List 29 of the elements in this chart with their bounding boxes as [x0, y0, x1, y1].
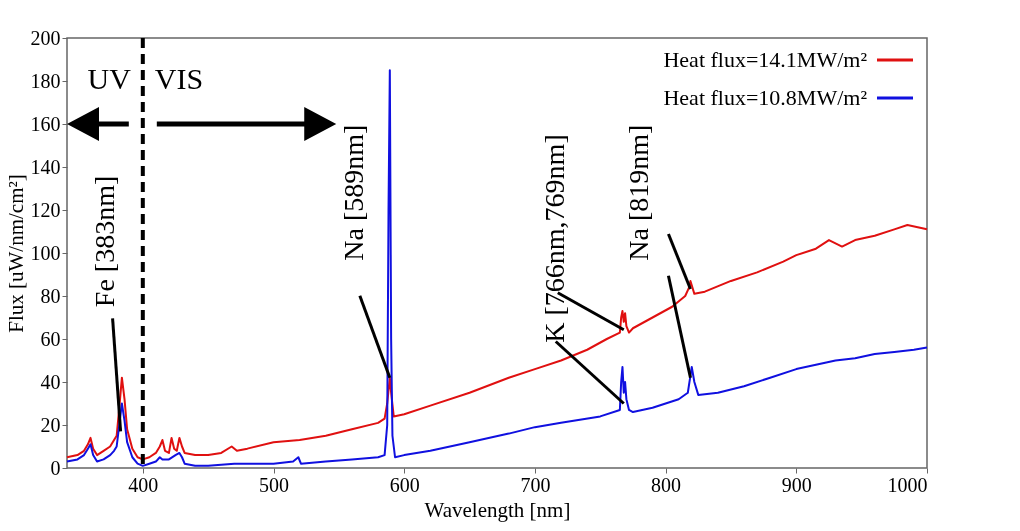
x-tick-label: 900: [781, 473, 812, 496]
annotation: Na [819nm]: [623, 124, 655, 261]
x-axis-title: Wavelength [nm]: [424, 497, 571, 522]
y-tick-label: 120: [30, 198, 61, 221]
y-tick-label: 60: [40, 327, 61, 350]
y-tick-label: 40: [40, 370, 61, 393]
annotation: K [766nm,769nm]: [538, 134, 570, 343]
y-tick-label: 0: [50, 456, 61, 479]
annotation: Fe [383nm]: [88, 175, 120, 308]
legend-label: Heat flux=14.1MW/m²: [663, 47, 868, 72]
y-tick-label: 200: [30, 26, 61, 49]
y-tick-label: 140: [30, 155, 61, 178]
x-tick-label: 500: [259, 473, 289, 496]
y-tick-label: 100: [30, 241, 61, 264]
x-tick-label: 1000: [887, 473, 928, 496]
x-tick-label: 600: [389, 473, 420, 496]
x-tick-label: 700: [520, 473, 551, 496]
x-tick-label: 800: [651, 473, 682, 496]
y-tick-label: 20: [40, 413, 61, 436]
legend-label: Heat flux=10.8MW/m²: [663, 85, 868, 110]
x-tick-label: 400: [128, 473, 159, 496]
annotation: UV: [87, 62, 132, 95]
line-series: [66, 69, 928, 467]
y-tick-label: 180: [30, 69, 61, 92]
y-tick-label: 80: [40, 284, 61, 307]
annotation: Na [589nm]: [337, 124, 369, 261]
y-tick-label: 160: [30, 112, 61, 135]
annotation: VIS: [154, 62, 204, 95]
y-axis-title: Flux [uW/nm/cm²]: [3, 174, 28, 333]
